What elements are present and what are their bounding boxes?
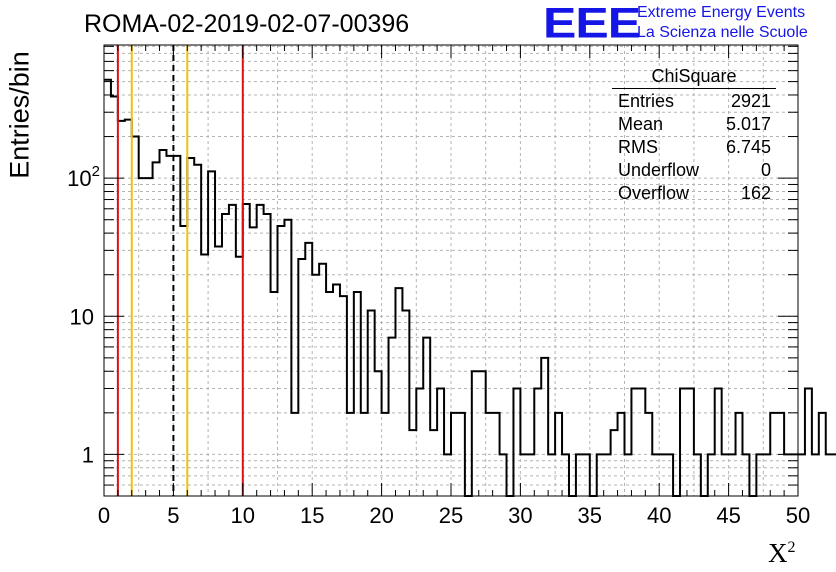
- stats-label: Mean: [618, 114, 664, 134]
- x-axis-label-exp: 2: [787, 539, 796, 556]
- x-tick-label: 25: [439, 503, 463, 528]
- x-tick-label: 15: [300, 503, 324, 528]
- x-tick-label: 30: [508, 503, 532, 528]
- threshold-lines: [116, 45, 244, 496]
- stats-value: 2921: [730, 91, 771, 111]
- x-tick-label: 40: [647, 503, 671, 528]
- x-axis-label-base: X: [768, 538, 788, 568]
- x-tick-label: 50: [786, 503, 810, 528]
- stats-row: Mean 5.017: [612, 113, 776, 136]
- y-tick-label-exp: 2: [92, 163, 100, 180]
- stats-value: 5.017: [725, 114, 771, 134]
- logo-line-1: Extreme Energy Events: [637, 4, 806, 21]
- x-tick-label: 35: [578, 503, 602, 528]
- y-axis-label: Entries/bin: [4, 51, 35, 179]
- x-tick-label: 20: [369, 503, 393, 528]
- x-tick-label: 10: [231, 503, 255, 528]
- y-tick-label: 1: [82, 442, 94, 467]
- stats-row: Overflow 162: [612, 182, 776, 205]
- x-axis-label: X2: [768, 538, 796, 569]
- stats-label: Underflow: [618, 160, 700, 180]
- y-tick-label: 10: [70, 304, 94, 329]
- logo-line-2: La Scienza nelle Scuole: [637, 24, 808, 41]
- stats-row: RMS 6.745: [612, 136, 776, 159]
- histogram-outline: [104, 78, 836, 497]
- stats-row: Entries 2921: [612, 90, 776, 113]
- y-tick-label: 102: [67, 163, 100, 191]
- stats-row: Underflow 0: [612, 159, 776, 182]
- stats-label: RMS: [618, 137, 658, 157]
- stats-label: Entries: [618, 91, 675, 111]
- histogram: [104, 78, 836, 497]
- x-tick-label: 45: [716, 503, 740, 528]
- stats-title: ChiSquare: [612, 66, 776, 89]
- grid: [104, 45, 798, 496]
- chart-title: ROMA-02-2019-02-07-00396: [84, 10, 410, 38]
- stats-label: Overflow: [618, 183, 690, 203]
- stats-value: 6.745: [725, 137, 771, 157]
- stats-value: 0: [760, 160, 771, 180]
- x-tick-label: 5: [167, 503, 179, 528]
- eee-logo: EEE: [543, 0, 641, 48]
- stats-box: ChiSquare Entries 2921 Mean 5.017 RMS 6.745…: [612, 66, 776, 205]
- stats-value: 162: [740, 183, 771, 203]
- x-tick-label: 0: [98, 503, 110, 528]
